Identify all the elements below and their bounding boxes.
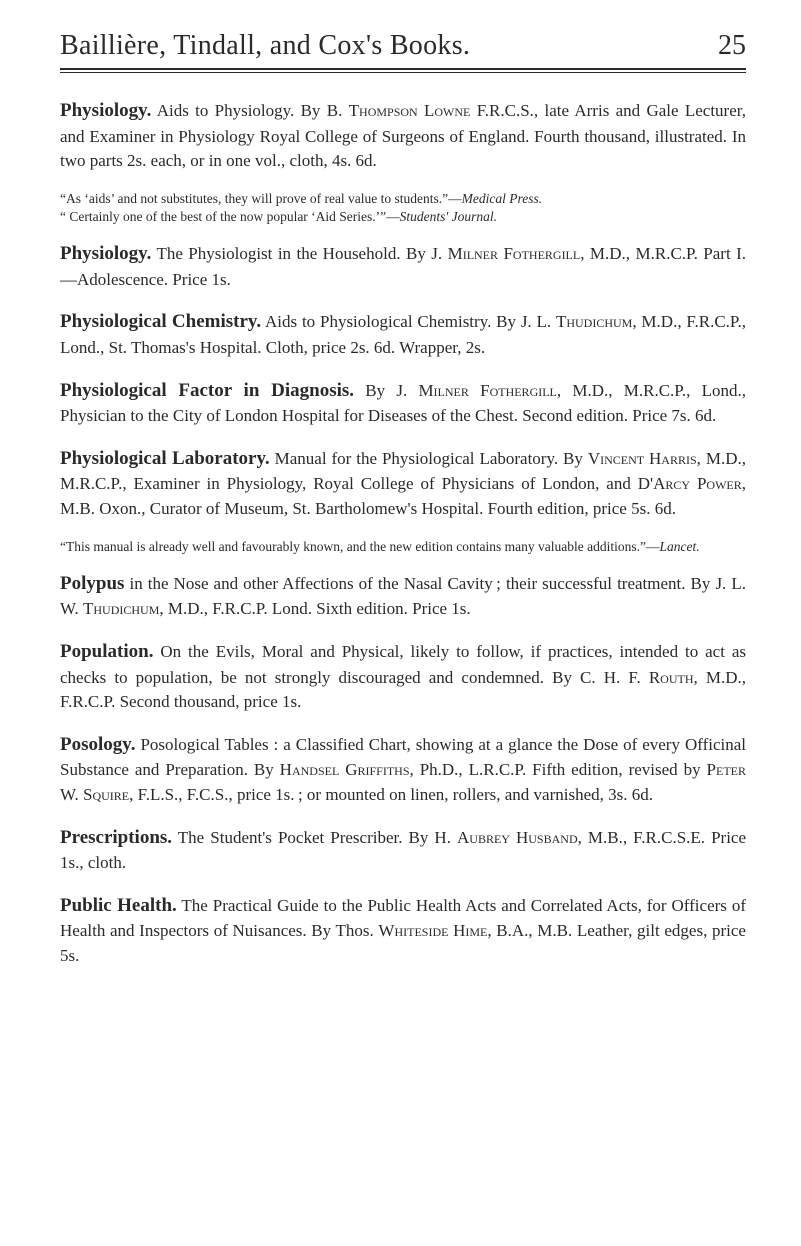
entry-physiological-factor: Physiological Factor in Diagnosis. By J.… [60, 377, 746, 429]
page-number: 25 [718, 30, 746, 62]
entry-polypus: Polypus in the Nose and other Affections… [60, 570, 746, 622]
author-name: Whiteside Hime [378, 921, 487, 940]
author-name: Milner Fothergill [448, 244, 581, 263]
entry-head: Public Health. [60, 895, 177, 916]
entry-text: Aids to Physiological Chemistry. By J. L… [261, 312, 556, 331]
entry-head: Physiological Factor in Diagnosis. [60, 380, 354, 401]
entry-text: W. [60, 785, 83, 804]
quote-text: “This manual is already well and favoura… [60, 539, 659, 554]
entry-text: By J. [354, 381, 418, 400]
entry-posology: Posology. Posological Tables : a Classif… [60, 731, 746, 808]
author-name: Thudichum [556, 312, 632, 331]
entry-head: Physiology. [60, 100, 151, 121]
running-title: Baillière, Tindall, and Cox's Books. [60, 30, 470, 62]
entry-text: The Physiologist in the Household. By J. [151, 244, 447, 263]
author-name: Handsel Griffiths [280, 760, 410, 779]
entry-text: , M.D., F.R.C.P. Lond. Sixth edition. Pr… [159, 599, 470, 618]
author-name: Aubrey Husband [457, 828, 578, 847]
quote-source: Medical Press. [462, 191, 542, 206]
author-name: Thompson Lowne [349, 101, 471, 120]
entry-head: Posology. [60, 734, 135, 755]
author-name: Routh [649, 668, 694, 687]
entry-text: On the Evils, Moral and Physical, likely… [60, 642, 746, 687]
running-head: Baillière, Tindall, and Cox's Books. 25 [60, 30, 746, 70]
entry-head: Physiology. [60, 243, 151, 264]
entry-head: Physiological Laboratory. [60, 448, 270, 469]
entry-population: Population. On the Evils, Moral and Phys… [60, 638, 746, 715]
author-name: Thudichum [83, 599, 159, 618]
entry-text: Aids to Physiology. By B. [151, 101, 348, 120]
quote-source: Lancet. [659, 539, 699, 554]
author-name: Squire [83, 785, 129, 804]
press-quote: “This manual is already well and favoura… [60, 538, 746, 556]
entry-prescriptions: Prescriptions. The Student's Pocket Pres… [60, 824, 746, 876]
entry-head: Population. [60, 641, 153, 662]
author-name: D'Arcy Power [638, 474, 742, 493]
quote-text: “ Certainly one of the best of the now p… [60, 209, 400, 224]
author-name: Peter [707, 760, 746, 779]
entry-head: Polypus [60, 573, 124, 594]
entry-physiological-laboratory: Physiological Laboratory. Manual for the… [60, 445, 746, 522]
quote-text: “As ‘aids’ and not substitutes, they wil… [60, 191, 462, 206]
page: Baillière, Tindall, and Cox's Books. 25 … [0, 0, 801, 1246]
entry-head: Prescriptions. [60, 827, 172, 848]
header-rule [60, 72, 746, 73]
press-quote: “As ‘aids’ and not substitutes, they wil… [60, 190, 746, 226]
entry-head: Physiological Chemistry. [60, 311, 261, 332]
quote-source: Students' Journal. [400, 209, 497, 224]
entry-text: , Ph.D., L.R.C.P. Fifth edition, revised… [410, 760, 707, 779]
entry-public-health: Public Health. The Practical Guide to th… [60, 892, 746, 969]
entry-physiology: Physiology. Aids to Physiology. By B. Th… [60, 97, 746, 174]
entry-text: Manual for the Physiological Laboratory.… [270, 449, 588, 468]
entry-text: , F.L.S., F.C.S., price 1s. ; or mounted… [129, 785, 653, 804]
author-name: Vincent Harris [588, 449, 697, 468]
entry-physiological-chemistry: Physiological Chemistry. Aids to Physiol… [60, 308, 746, 360]
entry-text: The Student's Pocket Prescriber. By H. [172, 828, 457, 847]
entry-physiology-household: Physiology. The Physiologist in the Hous… [60, 240, 746, 292]
author-name: Milner Fothergill [418, 381, 556, 400]
